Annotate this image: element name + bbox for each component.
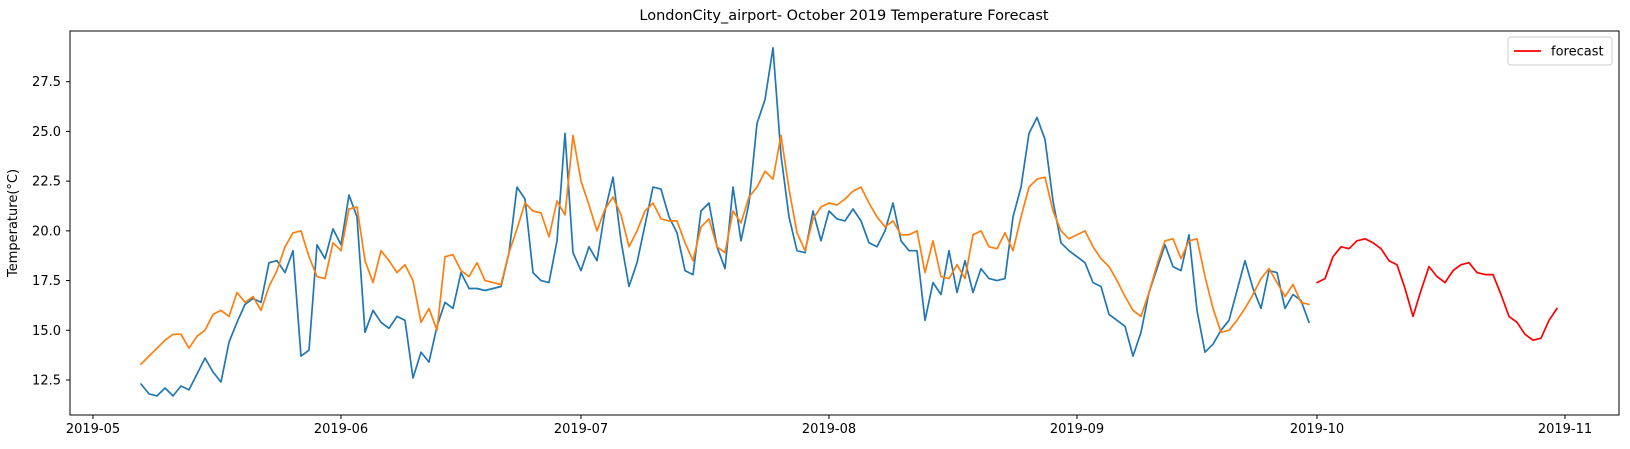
y-tick-label: 25.0 <box>32 125 61 140</box>
x-axis-ticks: 2019-05 2019-06 2019-07 2019-08 2019-09 2019-… <box>66 415 1592 437</box>
legend: forecast <box>1507 36 1613 66</box>
y-tick-label: 20.0 <box>32 224 61 239</box>
y-axis-ticks: 12.5 15.0 17.5 20.0 22.5 25.0 27.5 <box>32 75 70 389</box>
y-tick-label: 17.5 <box>32 274 61 289</box>
orange-line <box>140 134 1310 365</box>
y-tick-label: 15.0 <box>32 324 61 339</box>
forecast-line <box>1316 237 1558 342</box>
x-tick-label: 2019-10 <box>1290 422 1344 437</box>
blue-line <box>140 47 1310 397</box>
y-tick-label: 12.5 <box>32 374 61 389</box>
chart-title: LondonCity_airport- October 2019 Tempera… <box>639 8 1049 24</box>
x-tick-label: 2019-11 <box>1538 422 1592 437</box>
x-tick-label: 2019-08 <box>802 422 856 437</box>
series-lines <box>140 47 1558 397</box>
x-tick-label: 2019-09 <box>1050 422 1104 437</box>
y-axis-label: Temperature(°C) <box>6 169 21 278</box>
legend-box <box>1507 36 1613 66</box>
legend-forecast-label: forecast <box>1551 45 1604 60</box>
y-tick-label: 22.5 <box>32 175 61 190</box>
x-tick-label: 2019-05 <box>66 422 120 437</box>
x-tick-label: 2019-06 <box>314 422 368 437</box>
plot-frame <box>69 30 1620 416</box>
y-tick-label: 27.5 <box>32 75 61 90</box>
x-tick-label: 2019-07 <box>554 422 608 437</box>
